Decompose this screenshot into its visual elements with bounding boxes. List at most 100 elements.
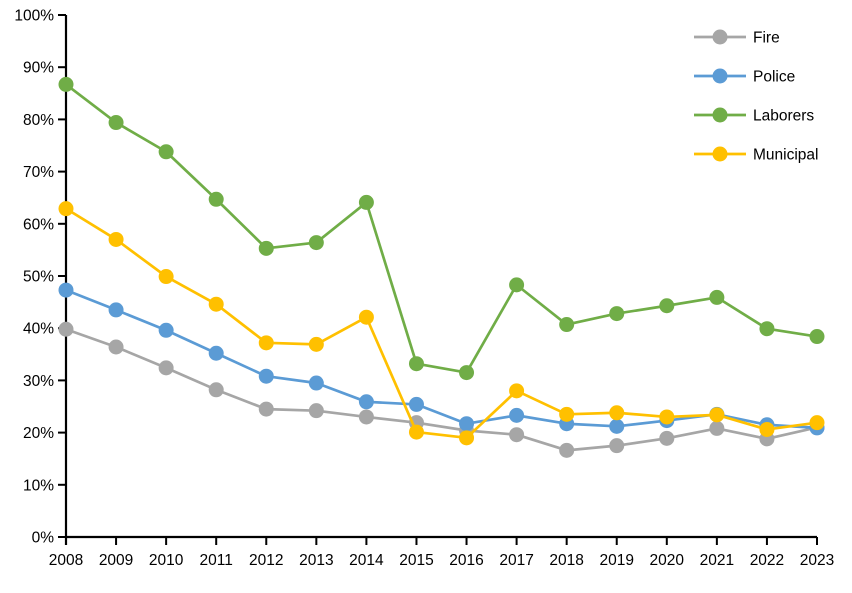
series-fire-point-2021 <box>709 420 725 436</box>
series-municipal-point-2008 <box>58 201 74 217</box>
y-tick-label: 50% <box>23 269 54 286</box>
legend-marker-swatch <box>712 107 728 123</box>
legend-label: Laborers <box>753 108 814 125</box>
series-police-point-2010 <box>158 322 174 338</box>
series-fire-point-2014 <box>358 409 374 425</box>
x-tick-label: 2013 <box>299 552 333 569</box>
series-laborers-point-2019 <box>609 306 625 322</box>
legend-marker-swatch <box>712 68 728 84</box>
series-police-point-2016 <box>459 416 475 432</box>
series-municipal-point-2017 <box>509 383 525 399</box>
legend-item-municipal: Municipal <box>694 146 818 164</box>
legend-label: Fire <box>753 30 780 47</box>
series-municipal-point-2018 <box>559 406 575 422</box>
series-laborers-point-2017 <box>509 277 525 293</box>
series-municipal-point-2011 <box>208 296 224 312</box>
legend: Fire Police Laborers Municipal <box>694 29 818 164</box>
series-municipal-point-2023 <box>809 415 825 431</box>
x-tick-label: 2020 <box>650 552 685 569</box>
x-tick-label: 2015 <box>399 552 433 569</box>
legend-item-laborers: Laborers <box>694 107 814 125</box>
y-tick-label: 0% <box>32 530 55 547</box>
x-tick-label: 2014 <box>349 552 384 569</box>
series-police-point-2011 <box>208 345 224 361</box>
series-municipal-point-2020 <box>659 409 675 425</box>
series-fire-point-2020 <box>659 430 675 446</box>
y-tick-label: 60% <box>23 216 54 233</box>
series-laborers-point-2020 <box>659 298 675 314</box>
series-police-point-2019 <box>609 418 625 434</box>
y-tick-label: 20% <box>23 425 54 442</box>
series-laborers-point-2013 <box>308 235 324 251</box>
legend-marker-swatch <box>712 146 728 162</box>
series-laborers-line <box>64 83 819 374</box>
series-municipal-point-2019 <box>609 405 625 421</box>
x-tick-label: 2021 <box>700 552 734 569</box>
x-tick-label: 2018 <box>549 552 583 569</box>
x-tick-label: 2023 <box>800 552 834 569</box>
series-police-point-2008 <box>58 282 74 298</box>
series-laborers-point-2014 <box>358 194 374 210</box>
legend-item-police: Police <box>694 68 795 86</box>
series-fire-point-2009 <box>108 339 124 355</box>
x-tick-label: 2022 <box>750 552 784 569</box>
series-laborers-point-2009 <box>108 115 124 131</box>
series-fire-point-2017 <box>509 427 525 443</box>
series-municipal-point-2021 <box>709 407 725 423</box>
legend-label: Municipal <box>753 147 818 164</box>
series-municipal <box>58 201 825 446</box>
x-tick-label: 2017 <box>499 552 533 569</box>
series-laborers-point-2023 <box>809 329 825 345</box>
y-tick-label: 70% <box>23 164 54 181</box>
y-tick-label: 10% <box>23 477 54 494</box>
series-police-line <box>64 288 819 430</box>
y-tick-label: 40% <box>23 321 54 338</box>
series-fire-point-2011 <box>208 382 224 398</box>
series-fire-point-2010 <box>158 360 174 376</box>
x-tick-label: 2012 <box>249 552 283 569</box>
x-tick-label: 2011 <box>200 552 233 569</box>
y-tick-label: 80% <box>23 112 54 129</box>
series-municipal-point-2010 <box>158 269 174 285</box>
series-fire-point-2018 <box>559 442 575 458</box>
series-fire-point-2019 <box>609 438 625 454</box>
series-municipal-point-2022 <box>759 421 775 437</box>
series-laborers-point-2018 <box>559 317 575 333</box>
series-police-point-2014 <box>358 394 374 410</box>
series-police-point-2013 <box>308 375 324 391</box>
series-municipal-point-2013 <box>308 336 324 352</box>
series-laborers-point-2022 <box>759 321 775 337</box>
x-tick-label: 2016 <box>449 552 483 569</box>
x-tick-label: 2009 <box>99 552 133 569</box>
series-municipal-point-2009 <box>108 231 124 247</box>
series-fire-line <box>64 327 819 452</box>
series-fire-point-2012 <box>258 401 274 417</box>
series-municipal-point-2012 <box>258 335 274 351</box>
series-police-point-2017 <box>509 407 525 423</box>
series-fire <box>58 321 825 458</box>
x-tick-label: 2010 <box>149 552 184 569</box>
legend-label: Police <box>753 69 795 86</box>
y-tick-label: 30% <box>23 373 54 390</box>
series-laborers <box>58 76 825 381</box>
x-tick-label: 2019 <box>599 552 633 569</box>
axes: 0% 10% 20% 30% 40% 50% 60% 70% 80% 90% 100% 2008 200… <box>14 8 834 570</box>
series-laborers-point-2021 <box>709 289 725 305</box>
series-laborers-point-2010 <box>158 144 174 160</box>
series-laborers-point-2008 <box>58 76 74 92</box>
series-laborers-point-2016 <box>459 365 475 381</box>
series-fire-point-2008 <box>58 321 74 337</box>
series-municipal-point-2016 <box>459 430 475 446</box>
x-tick-label: 2008 <box>49 552 83 569</box>
legend-marker-swatch <box>712 29 728 45</box>
series-laborers-point-2015 <box>408 356 424 372</box>
legend-item-fire: Fire <box>694 29 780 47</box>
series-laborers-point-2012 <box>258 240 274 256</box>
series-municipal-point-2015 <box>408 424 424 440</box>
y-tick-label: 90% <box>23 60 54 77</box>
series-municipal-line <box>64 207 819 440</box>
series-police-point-2015 <box>408 396 424 412</box>
series-police <box>58 282 825 436</box>
